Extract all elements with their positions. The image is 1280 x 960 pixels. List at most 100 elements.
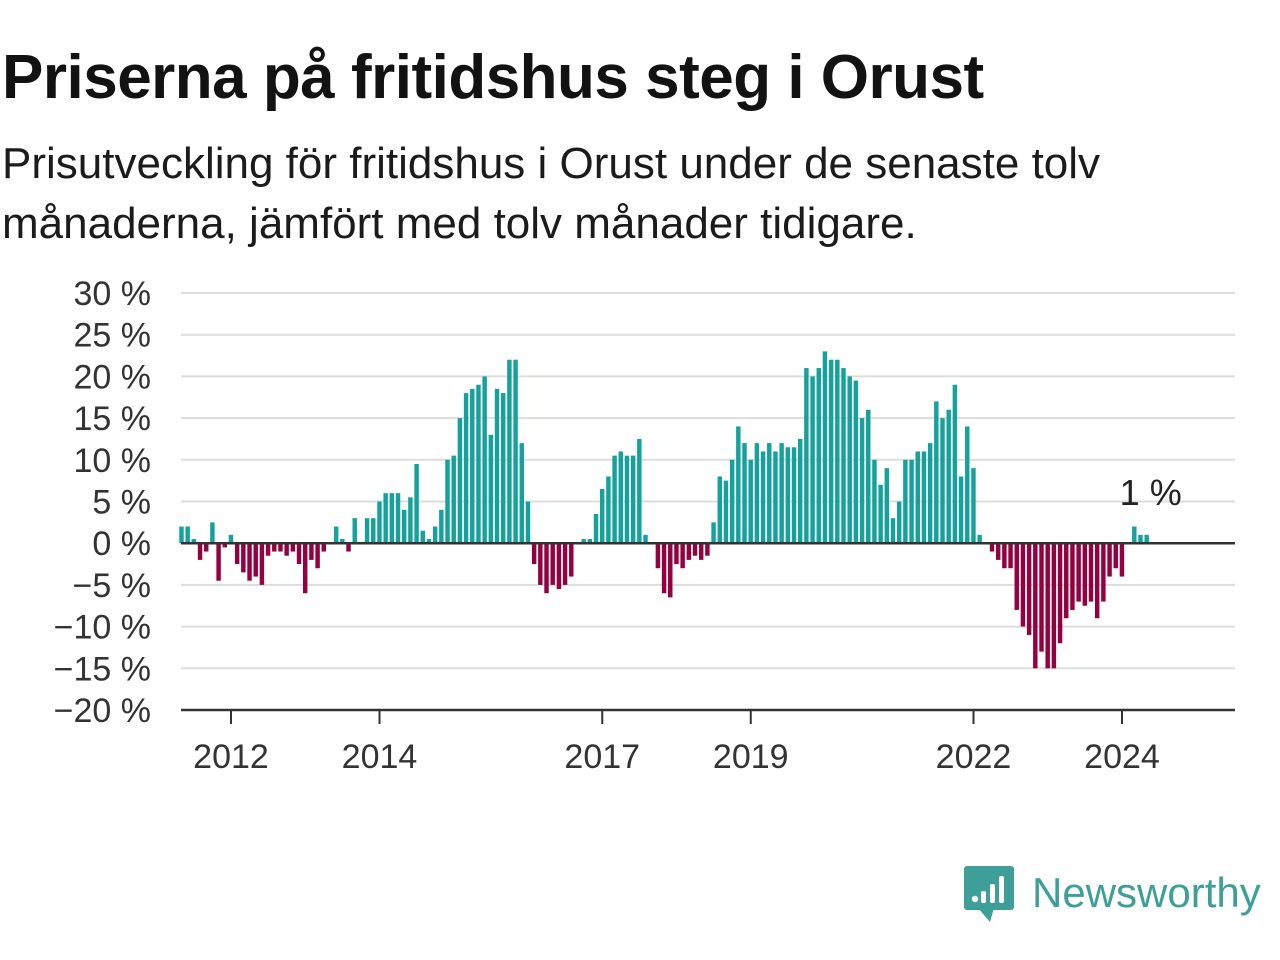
bar xyxy=(340,539,345,544)
bar xyxy=(711,522,716,544)
bar xyxy=(810,376,815,544)
x-tick-label: 2017 xyxy=(564,738,640,776)
bar xyxy=(828,359,834,544)
y-tick-label: 10 % xyxy=(74,442,152,480)
bar xyxy=(482,376,487,544)
bar xyxy=(965,426,970,544)
bar xyxy=(921,451,927,544)
bar xyxy=(476,384,481,544)
bar xyxy=(779,443,784,544)
bar xyxy=(247,543,252,581)
bar xyxy=(1119,543,1125,577)
bar xyxy=(1014,543,1019,610)
bar xyxy=(1057,543,1063,644)
bar xyxy=(556,543,562,590)
bar xyxy=(1094,543,1100,619)
bar xyxy=(890,518,896,544)
bar xyxy=(364,518,370,544)
bar xyxy=(259,543,265,585)
bar xyxy=(903,459,908,544)
bar xyxy=(1039,543,1044,652)
bar xyxy=(513,359,518,544)
bar xyxy=(773,451,778,544)
bar xyxy=(1088,543,1094,602)
bar xyxy=(754,443,760,544)
bar xyxy=(1144,534,1149,544)
bar xyxy=(835,359,840,544)
bar xyxy=(692,543,698,556)
y-tick-label: 5 % xyxy=(92,484,151,522)
bar-chart: 30 % 25 %20 % 15 % 10 % 5 %0 % −5 % −10 %−15 %… xyxy=(54,275,1235,776)
y-tick-label: −20 % xyxy=(54,692,151,730)
bar xyxy=(185,526,190,544)
bar xyxy=(748,459,753,544)
x-tick-label: 2022 xyxy=(936,738,1012,776)
bar xyxy=(1138,534,1143,544)
bar xyxy=(414,463,419,544)
bar xyxy=(383,493,388,544)
bar xyxy=(723,480,729,544)
bar xyxy=(816,368,821,544)
bar xyxy=(698,543,704,560)
bar xyxy=(587,539,593,544)
bar xyxy=(760,451,766,544)
y-axis-labels: 30 % 25 %20 % 15 % 10 % 5 %0 % −5 % −10 %−15 %… xyxy=(54,275,151,730)
bar xyxy=(439,509,444,544)
latest-value-annotation: 1 % xyxy=(1120,472,1182,513)
bar xyxy=(1051,543,1057,669)
bar xyxy=(389,493,395,544)
x-tick-label: 2012 xyxy=(193,738,269,776)
newsworthy-logo-icon xyxy=(964,866,1014,922)
bar xyxy=(538,543,543,585)
bar xyxy=(618,451,623,544)
bar xyxy=(179,526,184,544)
gridlines xyxy=(181,292,1235,711)
y-tick-label: 15 % xyxy=(74,400,152,438)
y-tick-label: 0 % xyxy=(92,525,151,563)
y-tick-label: −5 % xyxy=(73,567,151,605)
bar xyxy=(624,455,630,544)
bar xyxy=(1132,526,1137,544)
bar xyxy=(507,359,512,544)
bar xyxy=(562,543,568,585)
bar xyxy=(401,509,407,544)
bar xyxy=(977,534,982,544)
bar xyxy=(661,543,667,594)
bar xyxy=(878,484,883,544)
bar xyxy=(451,455,456,544)
bar xyxy=(333,526,339,544)
bar xyxy=(729,459,735,544)
x-tick-label: 2014 xyxy=(342,738,418,776)
bar xyxy=(371,518,376,544)
bar xyxy=(494,388,500,544)
bar xyxy=(197,543,203,560)
bar xyxy=(797,438,803,544)
bar xyxy=(606,476,611,544)
bar xyxy=(550,543,555,585)
bar xyxy=(1033,543,1038,669)
bar xyxy=(488,434,494,544)
y-tick-label: 25 % xyxy=(74,317,152,355)
bar xyxy=(228,534,234,544)
bar xyxy=(519,443,524,544)
x-axis-labels: 2012 2014 2017 2019 2022 2024 xyxy=(193,738,1160,776)
newsworthy-logo: Newsworthy xyxy=(964,862,1261,924)
bar xyxy=(463,393,469,544)
bar xyxy=(265,543,271,556)
bar xyxy=(859,418,865,544)
bar xyxy=(321,543,326,552)
bar xyxy=(191,539,197,544)
y-tick-label: −10 % xyxy=(54,609,151,647)
bar xyxy=(896,501,902,544)
bar xyxy=(909,459,914,544)
bar xyxy=(500,393,506,544)
bar xyxy=(705,543,710,556)
y-tick-label: 30 % xyxy=(74,275,152,313)
bar xyxy=(593,514,599,544)
bar xyxy=(1008,543,1013,569)
bar xyxy=(296,543,302,565)
chart-subtitle: Prisutveckling för fritidshus i Orust un… xyxy=(2,139,1101,248)
bar xyxy=(915,451,920,544)
bar xyxy=(680,543,685,569)
bar xyxy=(470,388,475,544)
